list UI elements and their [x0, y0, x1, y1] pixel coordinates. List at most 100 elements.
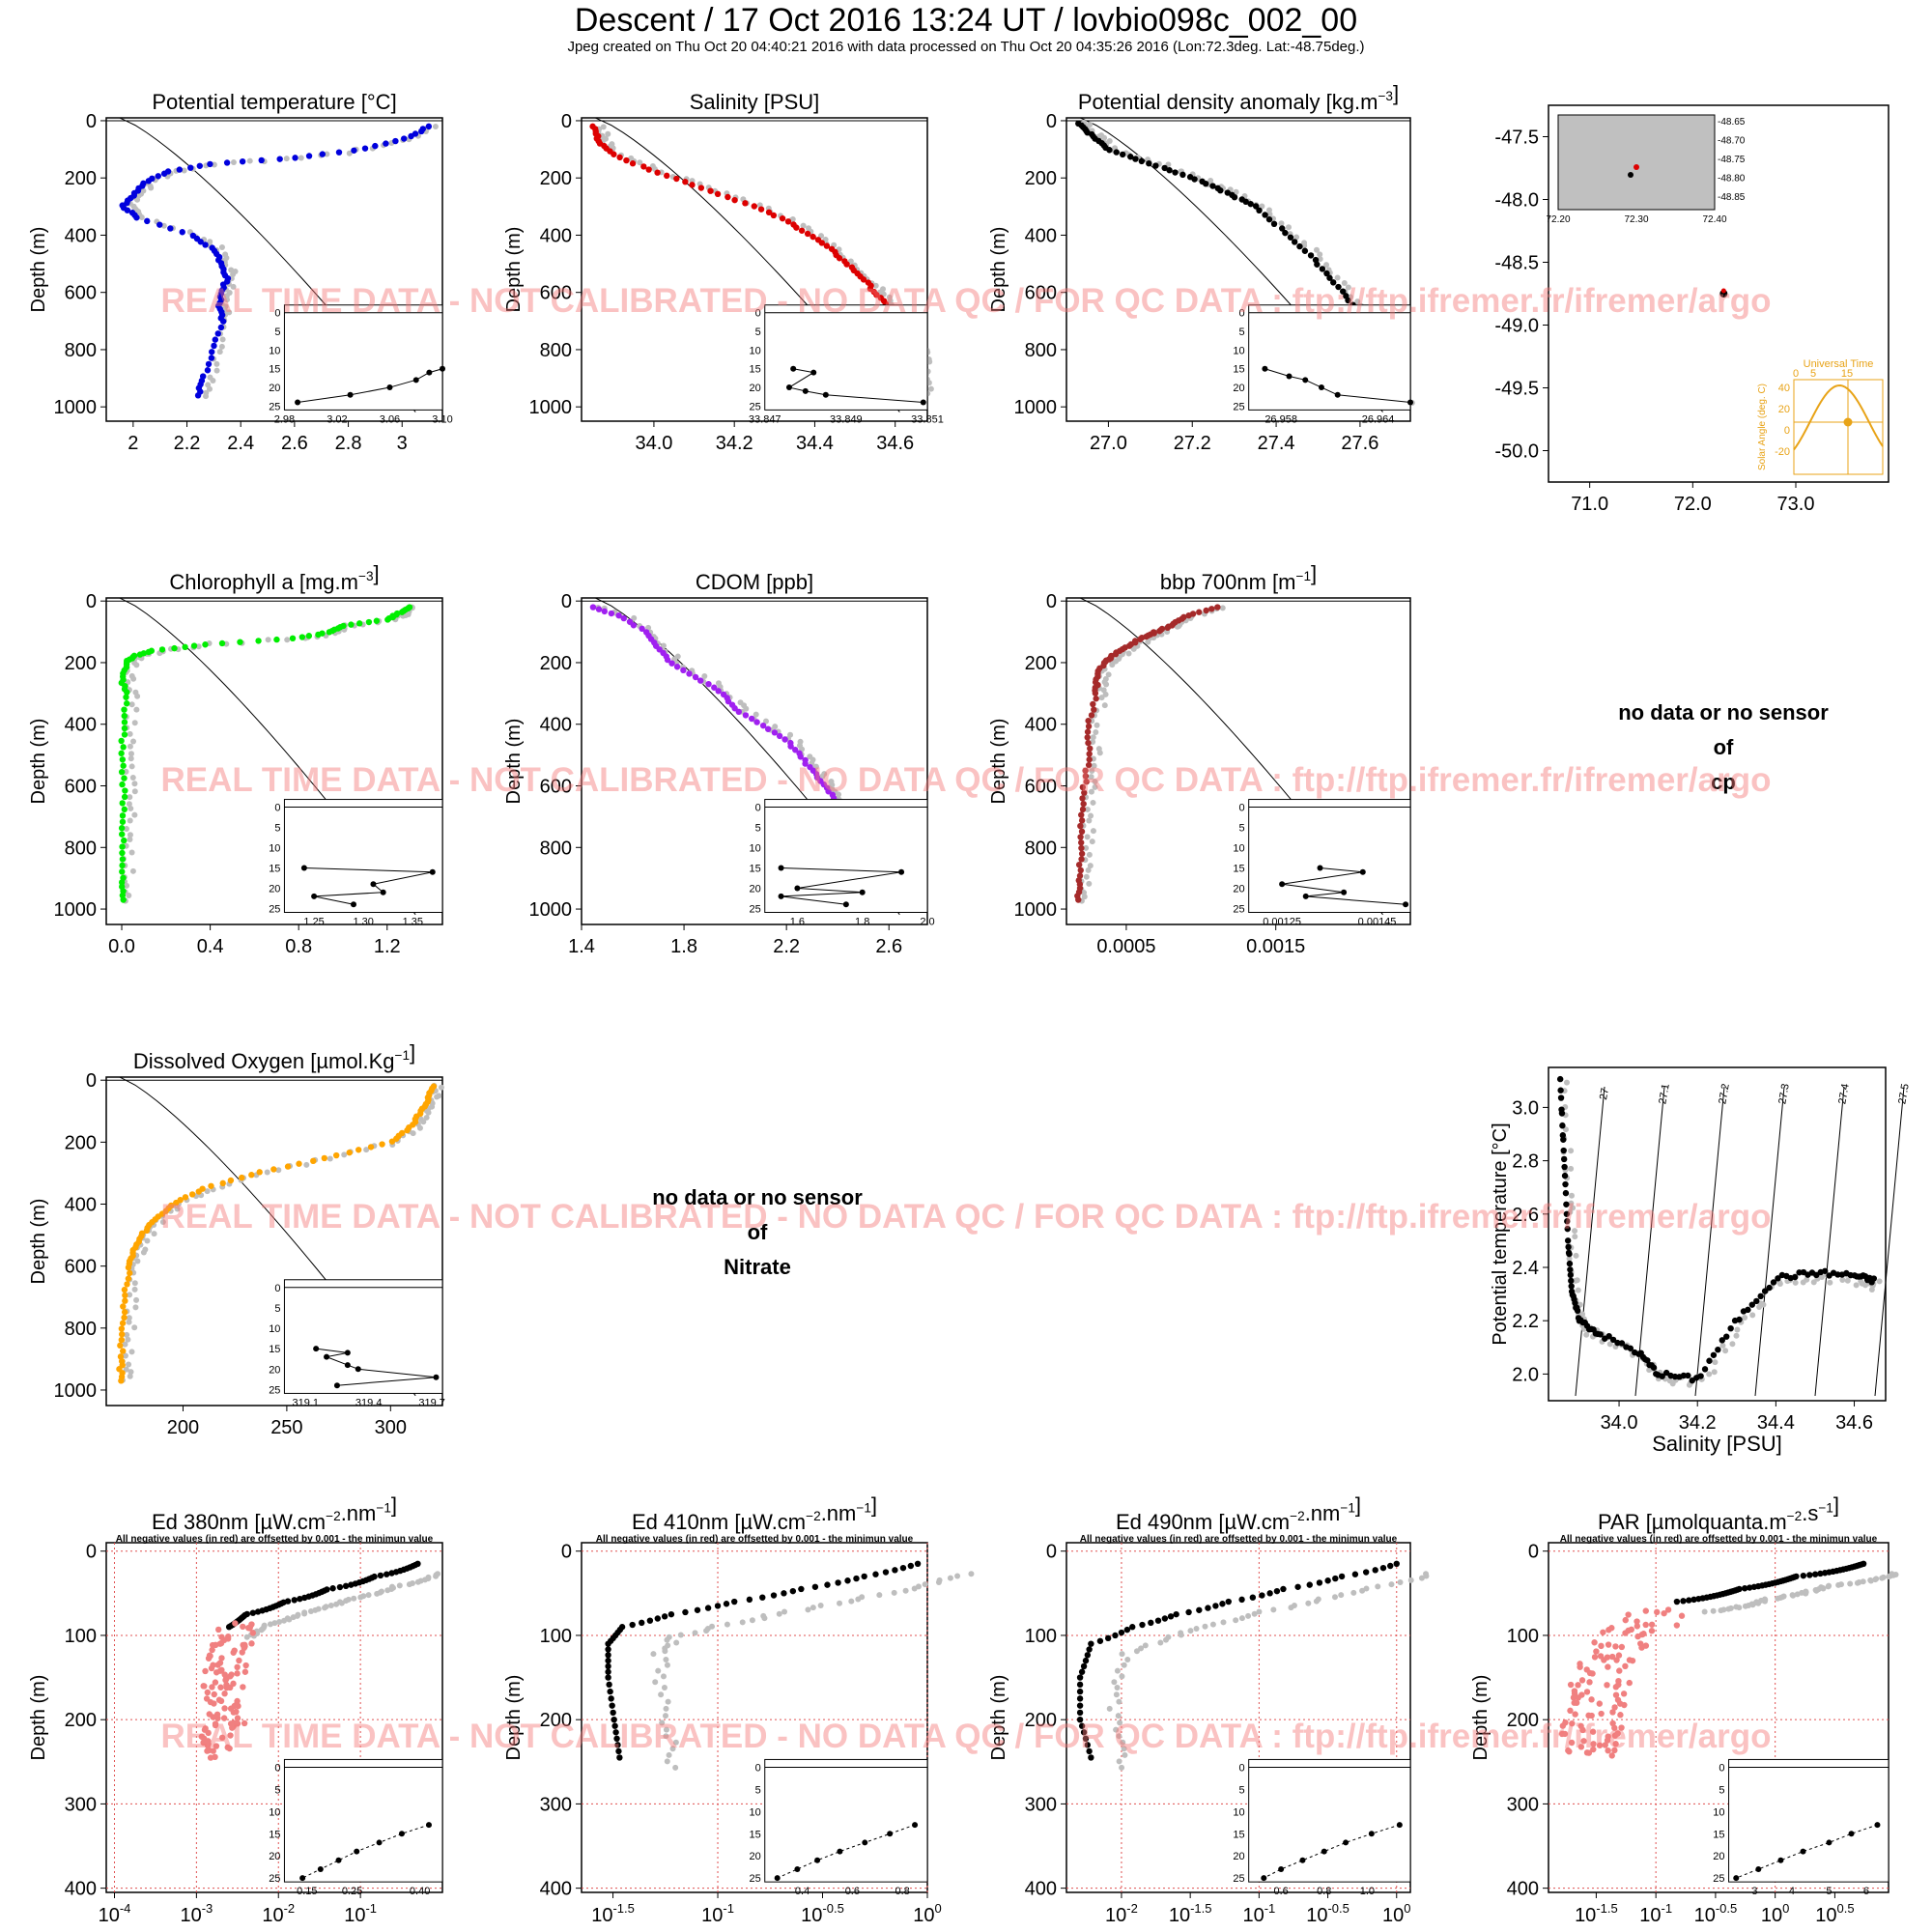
- previous-profile-point: [664, 1662, 670, 1668]
- profile-point: [711, 684, 718, 691]
- y-tick-label: 200: [540, 168, 572, 189]
- profile-point: [704, 1605, 712, 1611]
- inset-point: [300, 865, 307, 871]
- inset-y-tick-label: 15: [269, 864, 280, 875]
- y-tick-label: 400: [65, 715, 97, 736]
- negative-value-point: [1589, 1728, 1597, 1735]
- profile-point: [118, 879, 126, 886]
- isopycnal-label: 27: [1598, 1087, 1611, 1100]
- profile-point: [873, 291, 880, 298]
- profile-point: [1686, 1597, 1692, 1604]
- y-tick-label: 0: [1046, 591, 1057, 612]
- previous-profile-point: [1573, 1252, 1579, 1259]
- previous-profile-point: [127, 730, 133, 737]
- negative-value-point: [1616, 1667, 1623, 1674]
- profile-point: [742, 200, 749, 207]
- panel-title: bbp 700nm [m−1]: [1160, 561, 1317, 594]
- y-tick-label: 0: [1046, 1542, 1057, 1563]
- profile-point: [1806, 1572, 1813, 1578]
- negative-value-point: [1605, 1627, 1612, 1634]
- previous-profile-point: [1568, 1165, 1575, 1172]
- previous-profile-point: [1566, 1255, 1573, 1262]
- previous-profile-point: [1810, 1279, 1817, 1286]
- profile-point: [118, 1325, 126, 1332]
- profile-point: [620, 614, 627, 622]
- x-tick-label: 2: [128, 433, 138, 454]
- profile-point: [1203, 180, 1209, 187]
- x-tick-label: 10-1.5: [1169, 1901, 1212, 1926]
- profile-point: [1307, 252, 1315, 259]
- previous-profile-point: [1119, 1651, 1125, 1658]
- negative-value-point: [1622, 1616, 1629, 1624]
- x-tick-label: 34.4: [796, 433, 834, 454]
- profile-point: [373, 617, 381, 624]
- profile-point: [145, 178, 153, 185]
- previous-profile-point: [664, 1636, 670, 1643]
- solar-y-tick-label: -20: [1775, 446, 1790, 458]
- plot-frame: [1065, 597, 1411, 925]
- profile-point: [122, 1292, 128, 1299]
- previous-profile-point: [1839, 1277, 1846, 1284]
- profile-point: [125, 1264, 132, 1271]
- previous-profile-point: [663, 1726, 669, 1733]
- negative-value-point: [226, 1684, 234, 1691]
- y-tick-label: -49.0: [1494, 316, 1539, 337]
- inset-x-tick-label: 6: [1863, 1886, 1869, 1897]
- y-tick-label: 800: [540, 838, 572, 859]
- profile-point: [664, 172, 670, 180]
- y-tick-label: 200: [1025, 1710, 1057, 1731]
- previous-profile-point: [762, 718, 769, 724]
- profile-point: [1791, 1273, 1799, 1281]
- y-tick-label: 200: [65, 168, 97, 189]
- previous-profile-point: [1345, 284, 1351, 291]
- profile-point: [117, 1353, 125, 1360]
- panel-note: All negative values (in red) are offsett…: [1560, 1534, 1878, 1545]
- previous-profile-point: [1568, 1200, 1575, 1207]
- previous-profile-point: [327, 1155, 333, 1162]
- y-tick-label: 600: [65, 1257, 97, 1278]
- x-tick-label: 10-1: [1242, 1901, 1275, 1926]
- inset-y-tick-label: 5: [1719, 1784, 1724, 1796]
- profile-point: [1266, 1590, 1273, 1597]
- profile-point: [1644, 1357, 1651, 1364]
- previous-profile-point: [423, 1114, 430, 1121]
- y-tick-label: 400: [540, 1879, 572, 1900]
- previous-profile-point: [1734, 1326, 1741, 1333]
- profile-point: [383, 1571, 390, 1577]
- previous-profile-point: [1089, 838, 1095, 845]
- profile-point: [173, 1199, 180, 1207]
- inset-frame: [764, 799, 928, 913]
- previous-profile-point: [673, 1639, 680, 1646]
- previous-profile-point: [396, 1582, 403, 1589]
- mini-map-x-tick-label: 72.30: [1624, 214, 1648, 225]
- profile-point: [746, 1596, 753, 1604]
- profile-point: [297, 1595, 303, 1603]
- previous-profile-point: [438, 1084, 444, 1091]
- negative-value-point: [1596, 1742, 1604, 1748]
- negative-value-point: [1613, 1657, 1620, 1663]
- previous-profile-point: [128, 755, 134, 762]
- negative-value-point: [1598, 1642, 1605, 1650]
- inset-point: [1279, 881, 1286, 888]
- negative-value-point: [1578, 1691, 1585, 1698]
- previous-profile-point: [213, 367, 220, 374]
- previous-profile-point: [324, 151, 330, 157]
- profile-point: [781, 1590, 787, 1597]
- inset-point: [335, 1857, 342, 1863]
- previous-profile-point: [1083, 873, 1090, 880]
- previous-profile-point: [724, 1621, 730, 1628]
- previous-profile-point: [1145, 639, 1151, 645]
- negative-value-point: [1591, 1654, 1599, 1661]
- previous-profile-point: [1790, 1592, 1797, 1599]
- profile-point: [1084, 1652, 1092, 1659]
- plot-frame: [1548, 1542, 1889, 1893]
- y-tick-label: 3.0: [1512, 1097, 1539, 1119]
- y-tick-label: 200: [540, 653, 572, 674]
- previous-profile-point: [1712, 1359, 1719, 1366]
- negative-value-point: [1617, 1712, 1624, 1719]
- profile-point: [1351, 1571, 1359, 1577]
- previous-profile-point: [1794, 1591, 1801, 1598]
- inset-x-tick-label: 1.8: [855, 916, 869, 927]
- inset-x-tick-label: 3.02: [327, 413, 347, 425]
- profile-point: [1079, 783, 1087, 791]
